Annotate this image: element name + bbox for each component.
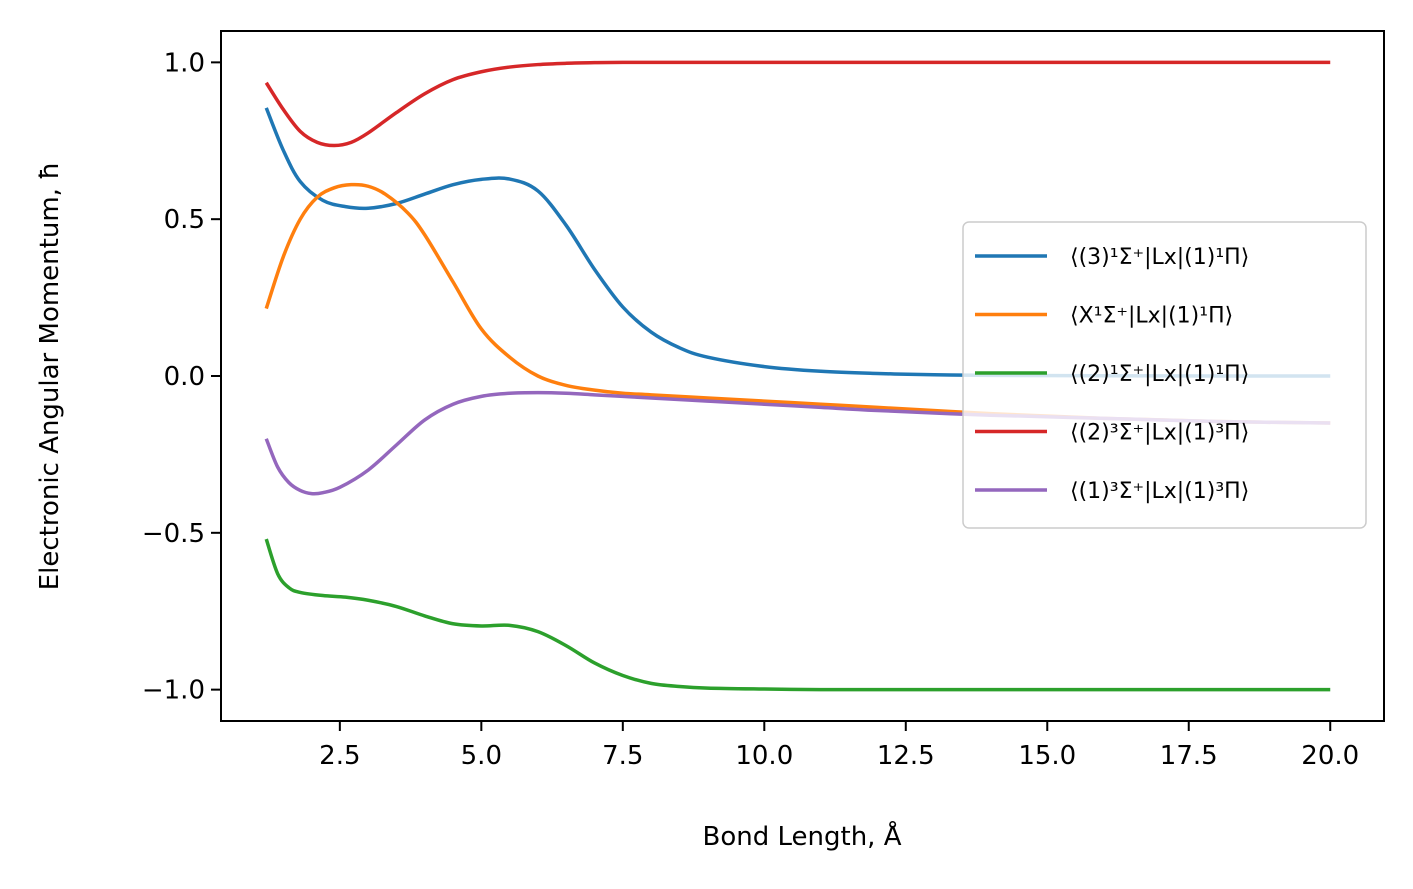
- x-axis-label: Bond Length, Å: [703, 820, 902, 852]
- legend-label-4: ⟨(2)³Σ⁺|Lx|(1)³Π⟩: [1070, 421, 1249, 446]
- y-tick-label: 0.5: [164, 205, 205, 235]
- legend-label-2: ⟨X¹Σ⁺|Lx|(1)¹Π⟩: [1070, 304, 1233, 329]
- legend-entries: ⟨(3)¹Σ⁺|Lx|(1)¹Π⟩ ⟨X¹Σ⁺|Lx|(1)¹Π⟩ ⟨(2)¹Σ⁺|…: [975, 245, 1249, 504]
- x-tick-label: 20.0: [1301, 741, 1359, 771]
- x-tick-label: 15.0: [1018, 741, 1076, 771]
- legend: ⟨(3)¹Σ⁺|Lx|(1)¹Π⟩ ⟨X¹Σ⁺|Lx|(1)¹Π⟩ ⟨(2)¹Σ⁺|…: [962, 221, 1367, 529]
- x-tick-label: 10.0: [735, 741, 793, 771]
- legend-label-1: ⟨(3)¹Σ⁺|Lx|(1)¹Π⟩: [1070, 245, 1249, 270]
- x-tick-label: 7.5: [602, 741, 643, 771]
- legend-label-3: ⟨(2)¹Σ⁺|Lx|(1)¹Π⟩: [1070, 362, 1249, 387]
- x-tick-label: 2.5: [319, 741, 360, 771]
- y-tick-label: −0.5: [142, 519, 205, 549]
- y-tick-label: −1.0: [142, 676, 205, 706]
- y-axis-ticks: 1.0 0.5 0.0 −0.5 −1.0: [142, 48, 221, 706]
- series-line-5: [264, 390, 1331, 496]
- x-tick-label: 17.5: [1160, 741, 1218, 771]
- y-tick-label: 1.0: [164, 48, 205, 78]
- legend-frame: [962, 221, 1367, 529]
- series-line-2: [264, 182, 1331, 425]
- series-line-3: [264, 538, 1331, 692]
- y-axis-label: Electronic Angular Momentum, ħ: [35, 162, 65, 591]
- x-axis-ticks: 2.5 5.0 7.5 10.0 12.5 15.0 17.5 20.0: [319, 721, 1359, 771]
- x-tick-label: 12.5: [877, 741, 935, 771]
- x-tick-label: 5.0: [461, 741, 502, 771]
- y-tick-label: 0.0: [164, 362, 205, 392]
- legend-label-5: ⟨(1)³Σ⁺|Lx|(1)³Π⟩: [1070, 479, 1249, 504]
- series-line-4: [264, 60, 1331, 148]
